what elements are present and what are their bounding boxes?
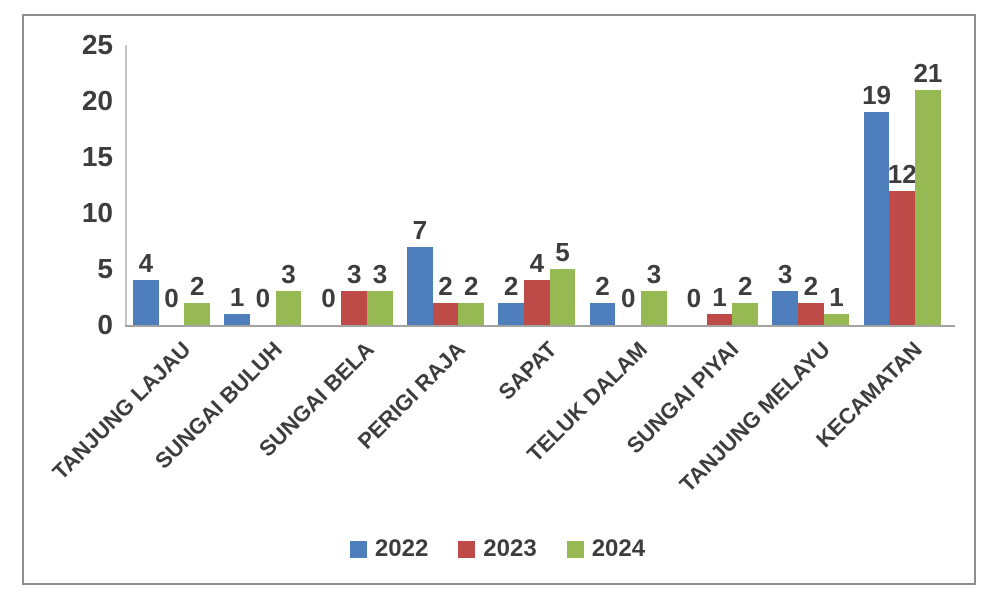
- bar-2024: [641, 291, 667, 325]
- data-label-2022: 7: [412, 214, 428, 245]
- data-label-2024: 21: [913, 57, 943, 88]
- data-label-2024: 5: [555, 237, 570, 267]
- x-axis-line: [125, 325, 955, 327]
- y-axis-tick-label: 5: [97, 253, 113, 284]
- bar-2024: [458, 302, 485, 325]
- y-axis-tick-label: 15: [81, 141, 113, 172]
- data-label-2023: 12: [887, 158, 917, 189]
- bar-2022: [772, 291, 798, 325]
- y-axis-line: [125, 45, 127, 325]
- legend-label: 2022: [374, 535, 429, 562]
- data-label-2022: 1: [229, 281, 245, 312]
- bar-2022: [224, 313, 250, 325]
- bar-2023: [706, 313, 733, 325]
- legend-swatch-icon: [458, 540, 476, 558]
- bar-2022: [133, 280, 159, 325]
- data-label-2024: 3: [372, 259, 388, 290]
- bar-2024: [184, 302, 211, 325]
- y-axis-tick-label: 25: [81, 29, 113, 60]
- data-label-2022: 0: [686, 283, 702, 313]
- bar-2023: [524, 280, 550, 325]
- bar-2022: [863, 112, 890, 325]
- data-label-2022: 3: [777, 259, 793, 290]
- chart-legend: 2022 2023 2024: [0, 537, 995, 561]
- data-label-2024: 1: [829, 281, 844, 312]
- chart-border-frame: [22, 14, 976, 585]
- bar-2023: [341, 291, 368, 325]
- legend-label: 2024: [591, 535, 646, 562]
- legend-item-2023: 2023: [458, 535, 537, 562]
- data-label-2023: 1: [712, 281, 727, 312]
- bar-2023: [889, 190, 916, 325]
- data-label-2023: 0: [164, 283, 179, 313]
- data-label-2024: 3: [646, 259, 662, 290]
- bar-2024: [549, 269, 576, 325]
- data-label-2023: 2: [438, 270, 453, 301]
- data-label-2024: 3: [281, 259, 296, 290]
- data-label-2022: 2: [595, 270, 610, 301]
- legend-swatch-icon: [349, 540, 367, 558]
- data-label-2022: 4: [138, 248, 154, 279]
- bar-2023: [798, 302, 824, 325]
- bar-2022: [498, 302, 524, 325]
- bar-2023: [432, 302, 459, 325]
- data-label-2023: 0: [255, 283, 271, 313]
- legend-swatch-icon: [566, 540, 584, 558]
- data-label-2023: 4: [529, 248, 545, 279]
- legend-item-2022: 2022: [349, 535, 429, 562]
- data-label-2023: 0: [621, 283, 636, 313]
- bar-2022: [589, 302, 616, 325]
- data-label-2023: 3: [347, 259, 362, 290]
- bar-2024: [732, 302, 759, 325]
- data-label-2022: 0: [321, 283, 336, 313]
- bar-2024: [367, 291, 393, 325]
- y-axis-tick-label: 10: [81, 197, 113, 228]
- y-axis-tick-label: 20: [81, 85, 113, 116]
- bar-2024: [275, 291, 302, 325]
- legend-item-2024: 2024: [566, 535, 646, 562]
- bar-2022: [407, 246, 433, 325]
- data-label-2024: 2: [738, 270, 753, 301]
- data-label-2024: 2: [190, 270, 205, 301]
- legend-label: 2023: [483, 535, 537, 562]
- bar-2024: [915, 89, 941, 325]
- y-axis-tick-label: 0: [97, 309, 113, 340]
- data-label-2023: 2: [803, 270, 819, 301]
- data-label-2022: 19: [862, 80, 891, 111]
- bar-2024: [823, 313, 850, 325]
- data-label-2024: 2: [464, 270, 479, 301]
- data-label-2022: 2: [503, 270, 519, 301]
